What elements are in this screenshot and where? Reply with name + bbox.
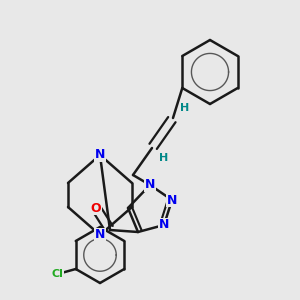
Text: N: N <box>95 148 105 161</box>
Text: H: H <box>180 103 190 113</box>
Text: O: O <box>91 202 101 214</box>
Text: N: N <box>167 194 177 206</box>
Text: Cl: Cl <box>52 269 64 279</box>
Text: H: H <box>159 153 169 163</box>
Text: N: N <box>145 178 155 191</box>
Text: N: N <box>159 218 169 232</box>
Text: N: N <box>95 229 105 242</box>
